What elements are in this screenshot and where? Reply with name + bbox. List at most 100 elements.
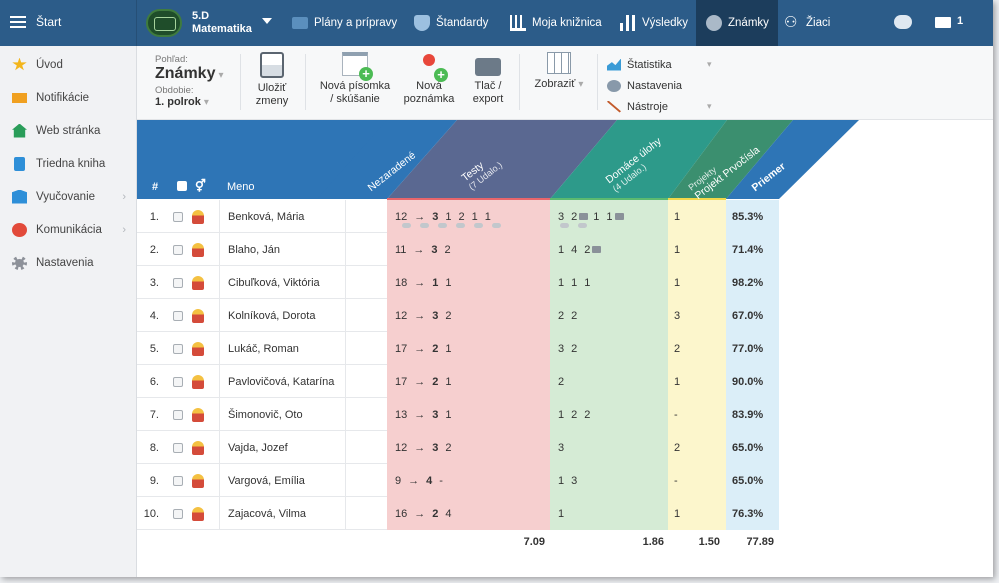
nav-results[interactable]: Výsledky	[620, 0, 696, 46]
homework-grade[interactable]: 1	[558, 507, 565, 520]
homework-grade[interactable]: 3	[558, 210, 565, 223]
row-checkbox[interactable]	[173, 409, 183, 420]
chevron-down-icon[interactable]	[262, 18, 272, 24]
homework-grade[interactable]: 2	[558, 375, 565, 388]
unsorted-cell[interactable]	[345, 365, 387, 398]
homework-grade[interactable]: 2	[584, 408, 591, 421]
row-checkbox[interactable]	[173, 508, 183, 519]
view-selector[interactable]: Pohľad: Známky ▾ Obdobie: 1. polrok ▾	[155, 54, 224, 108]
student-name[interactable]: Šimonovič, Oto	[219, 398, 345, 431]
unsorted-cell[interactable]	[345, 266, 387, 299]
homework-grade[interactable]: 1	[571, 276, 578, 289]
homework-grade[interactable]: 2	[571, 309, 578, 322]
statistics-menu[interactable]: Štatistika ▾	[607, 54, 712, 75]
student-name[interactable]: Blaho, Ján	[219, 233, 345, 266]
student-name[interactable]: Zajacová, Vilma	[219, 497, 345, 530]
unsorted-cell[interactable]	[345, 332, 387, 365]
test-grade[interactable]: 1	[484, 210, 491, 223]
show-dropdown[interactable]: Zobraziť ▾	[527, 52, 591, 91]
student-name[interactable]: Vajda, Jozef	[219, 431, 345, 464]
table-row[interactable]: 2. Blaho, Ján 11 → 3 2 1 4 2 1 71.4%	[137, 233, 779, 266]
homework-grade[interactable]: 2	[571, 408, 578, 421]
homework-grade[interactable]: 1	[584, 276, 591, 289]
homework-grade[interactable]: 1	[606, 210, 613, 223]
homework-grade[interactable]: 3	[558, 342, 565, 355]
nav-grades[interactable]: Známky	[696, 0, 778, 46]
row-checkbox[interactable]	[173, 211, 183, 222]
test-grade[interactable]: 1	[445, 342, 452, 355]
row-checkbox[interactable]	[173, 475, 183, 486]
unsorted-cell[interactable]	[345, 464, 387, 497]
table-row[interactable]: 10. Zajacová, Vilma 16 → 2 4 1 1 76.3%	[137, 497, 779, 530]
row-checkbox[interactable]	[173, 244, 183, 255]
mail-icon[interactable]	[935, 17, 951, 28]
test-grade[interactable]: 1	[445, 210, 452, 223]
homework-grade[interactable]: 4	[571, 243, 578, 256]
test-grade[interactable]: 1	[445, 408, 452, 421]
tests-cell[interactable]: 16 → 2 4	[387, 497, 550, 530]
unsorted-cell[interactable]	[345, 431, 387, 464]
select-all-checkbox[interactable]	[177, 181, 187, 191]
print-export-button[interactable]: Tlač / export	[465, 52, 511, 106]
row-checkbox[interactable]	[173, 376, 183, 387]
tests-cell[interactable]: 12 → 3 2	[387, 431, 550, 464]
start-menu[interactable]: Štart	[0, 0, 137, 46]
start-label[interactable]: Štart	[36, 15, 62, 29]
homework-cell[interactable]: 1	[550, 497, 668, 530]
project-cell[interactable]: 2	[668, 431, 726, 464]
project-cell[interactable]: 2	[668, 332, 726, 365]
period-value[interactable]: 1. polrok	[155, 96, 201, 108]
project-cell[interactable]: -	[668, 464, 726, 497]
tests-cell[interactable]: 17 → 2 1	[387, 365, 550, 398]
comment-icon[interactable]	[579, 213, 589, 220]
nav-students[interactable]: ⚇ Žiaci	[784, 0, 844, 46]
homework-grade[interactable]: 3	[558, 441, 565, 454]
unsorted-cell[interactable]	[345, 497, 387, 530]
homework-grade[interactable]: 1	[558, 474, 565, 487]
row-checkbox[interactable]	[173, 343, 183, 354]
table-row[interactable]: 9. Vargová, Emília 9 → 4-1 3-65.0%	[137, 464, 779, 497]
test-grade[interactable]: 1	[445, 375, 452, 388]
student-name[interactable]: Benková, Mária	[219, 200, 345, 233]
class-logo-icon[interactable]	[146, 9, 182, 37]
homework-grade[interactable]: 1	[558, 276, 565, 289]
nav-library[interactable]: Moja knižnica	[510, 0, 610, 46]
homework-grade[interactable]: 2	[571, 210, 578, 223]
project-cell[interactable]: 1	[668, 200, 726, 233]
tests-cell[interactable]: 11 → 3 2	[387, 233, 550, 266]
student-name[interactable]: Lukáč, Roman	[219, 332, 345, 365]
table-row[interactable]: 7. Šimonovič, Oto 13 → 3 1 1 2 2-83.9%	[137, 398, 779, 431]
sidebar-item-intro[interactable]: Úvod	[0, 48, 136, 81]
new-test-button[interactable]: Nová písomka / skúšanie	[313, 52, 397, 106]
homework-grade[interactable]: 2	[584, 243, 591, 256]
tests-cell[interactable]: 17 → 2 1	[387, 332, 550, 365]
project-cell[interactable]: 1	[668, 266, 726, 299]
unsorted-cell[interactable]	[345, 398, 387, 431]
project-cell[interactable]: 3	[668, 299, 726, 332]
test-grade[interactable]: -	[439, 474, 443, 487]
tests-cell[interactable]: 13 → 3 1	[387, 398, 550, 431]
project-cell[interactable]: -	[668, 398, 726, 431]
test-grade[interactable]: 2	[445, 441, 452, 454]
row-checkbox[interactable]	[173, 442, 183, 453]
test-grade[interactable]: 1	[445, 276, 452, 289]
table-row[interactable]: 1. Benková, Mária 12 → 3 1 2 1 1 3 2 1 1 1 85.3%	[137, 200, 779, 233]
homework-cell[interactable]: 2	[550, 365, 668, 398]
comment-icon[interactable]	[614, 213, 624, 220]
sidebar-item-settings[interactable]: Nastavenia	[0, 246, 136, 279]
tests-cell[interactable]: 18 → 1 1	[387, 266, 550, 299]
unsorted-cell[interactable]	[345, 299, 387, 332]
tests-cell[interactable]: 12 → 3 1 2 1 1	[387, 200, 550, 233]
sidebar-item-notifications[interactable]: Notifikácie	[0, 81, 136, 114]
sidebar-item-website[interactable]: Web stránka	[0, 114, 136, 147]
project-cell[interactable]: 1	[668, 497, 726, 530]
homework-grade[interactable]: 1	[558, 243, 565, 256]
comment-icon[interactable]	[592, 246, 602, 253]
settings-menu[interactable]: Nastavenia	[607, 75, 682, 96]
